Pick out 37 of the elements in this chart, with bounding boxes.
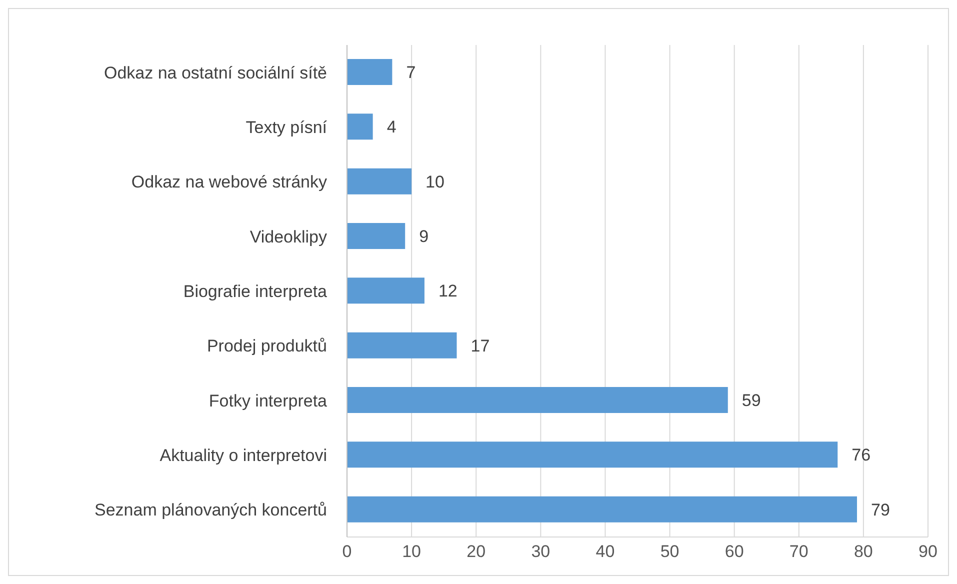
data-label: 76 <box>852 446 871 465</box>
x-tick-label: 10 <box>402 542 422 562</box>
y-tick-label: Prodej produktů <box>206 336 327 356</box>
data-label: 59 <box>742 391 761 410</box>
y-tick-label: Aktuality o interpretovi <box>160 446 327 466</box>
x-tick-label: 40 <box>596 542 615 562</box>
x-tick-label: 20 <box>466 542 486 562</box>
x-tick-label: 70 <box>789 542 808 562</box>
y-tick-label: Odkaz na webové stránky <box>131 172 328 192</box>
x-tick-label: 60 <box>724 542 744 562</box>
y-tick-label: Fotky interpreta <box>208 391 328 410</box>
bar <box>347 114 373 140</box>
y-tick-label: Odkaz na ostatní sociální sítě <box>104 63 327 82</box>
bar <box>347 278 424 304</box>
data-label: 79 <box>870 500 890 520</box>
y-tick-label: Texty písní <box>246 118 328 138</box>
data-label: 7 <box>406 63 416 82</box>
data-label: 9 <box>419 227 429 246</box>
x-tick-label: 80 <box>854 542 873 562</box>
data-label: 12 <box>438 282 458 301</box>
y-tick-label: Biografie interpreta <box>183 282 328 302</box>
data-label: 10 <box>426 172 444 192</box>
bar <box>347 168 412 194</box>
bar <box>347 332 457 358</box>
bar <box>347 387 728 413</box>
x-tick-label: 50 <box>660 542 680 562</box>
bar <box>347 496 857 522</box>
x-tick-label: 30 <box>531 542 550 562</box>
data-label: 4 <box>386 118 396 137</box>
bar <box>347 223 406 249</box>
x-tick-label: 0 <box>342 542 352 562</box>
y-tick-label: Seznam plánovaných koncertů <box>94 500 327 520</box>
x-tick-label: 90 <box>918 542 938 562</box>
bar <box>347 442 838 468</box>
bar <box>347 59 392 85</box>
data-label: 17 <box>470 336 490 356</box>
y-tick-label: Videoklipy <box>250 227 328 246</box>
